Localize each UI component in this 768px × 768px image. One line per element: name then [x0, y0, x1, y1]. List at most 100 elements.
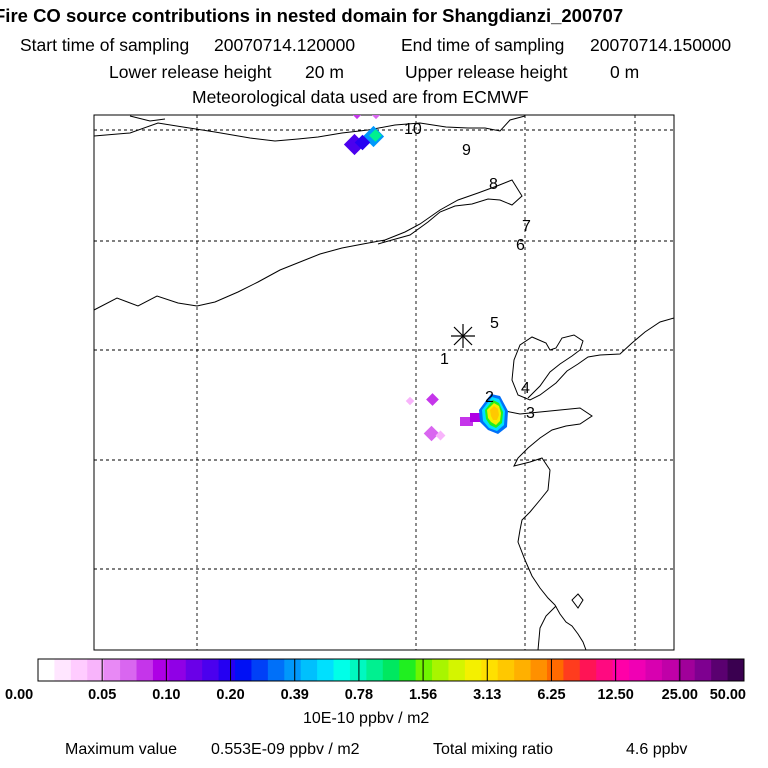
colorbar-cell	[629, 659, 646, 681]
colorbar-dividers	[101, 659, 681, 681]
field-cell	[490, 406, 499, 420]
station-marker	[451, 324, 475, 348]
lower-release-value: 20 m	[305, 62, 344, 82]
colorbar-tick-label: 50.00	[710, 687, 746, 703]
colorbar-cell	[87, 659, 105, 681]
colorbar-cell	[678, 659, 696, 681]
northern-boundary-fragment	[129, 115, 166, 122]
colorbar-cell	[267, 659, 285, 681]
colorbar-cell	[448, 659, 466, 681]
northern-boundary	[94, 115, 526, 142]
colorbar-cell	[530, 659, 548, 681]
colorbar-tick-label: 0.05	[88, 687, 116, 703]
plot-title: Fire CO source contributions in nested d…	[0, 5, 624, 26]
colorbar-ticks: 0.00 0.05 0.10 0.20 0.39 0.78 1.56 3.13 6.25 12.5…	[5, 687, 746, 703]
trajectory-label: 6	[516, 237, 525, 254]
colorbar-cell	[54, 659, 72, 681]
colorbar-cell	[38, 659, 55, 681]
colorbar-cell	[251, 659, 269, 681]
field-cell	[368, 115, 384, 120]
field-cell	[349, 115, 365, 120]
colorbar-tick-label: 0.10	[152, 687, 180, 703]
start-time-label: Start time of sampling	[20, 35, 190, 55]
colorbar-cell	[432, 659, 449, 681]
colorbar-cell	[563, 659, 581, 681]
trajectory-label: 9	[462, 142, 471, 159]
colorbar-cell	[300, 659, 318, 681]
field-cell	[369, 129, 382, 142]
colorbar-cell	[514, 659, 531, 681]
colorbar-cell	[185, 659, 203, 681]
colorbar-cell	[382, 659, 400, 681]
trajectory-label: 7	[522, 218, 531, 235]
colorbar-tick-label: 0.78	[345, 687, 373, 703]
max-value: 0.553E-09 ppbv / m2	[211, 741, 360, 758]
colorbar-tick-label: 0.20	[216, 687, 244, 703]
bohai-coastline	[511, 317, 674, 401]
end-time-label: End time of sampling	[401, 35, 565, 55]
lower-release-label: Lower release height	[109, 62, 272, 82]
field-cell	[405, 396, 415, 406]
colorbar-cell	[464, 659, 482, 681]
map-frame	[93, 114, 675, 651]
colorbar-cell	[481, 659, 499, 681]
field-cell	[426, 393, 439, 406]
colorbar-cell	[333, 659, 351, 681]
trajectory-label: 3	[526, 405, 535, 422]
colorbar-cell	[169, 659, 187, 681]
trajectory-label: 10	[404, 121, 422, 138]
colorbar-cell	[202, 659, 220, 681]
colorbar-cell	[235, 659, 252, 681]
colorbar-cell	[497, 659, 515, 681]
colorbar-tick-label: 25.00	[662, 687, 698, 703]
colorbar-cell	[546, 659, 564, 681]
colorbar: 0.00 0.05 0.10 0.20 0.39 0.78 1.56 3.13 6.25 12.5…	[5, 658, 746, 703]
trajectory-labels: 1 2 3 4 5 6 7 8 9 10	[404, 121, 535, 422]
max-value-label: Maximum value	[65, 741, 178, 758]
colorbar-cell	[645, 659, 663, 681]
colorbar-cell	[152, 659, 170, 681]
end-time-value: 20070714.150000	[590, 35, 732, 55]
colorbar-cell	[366, 659, 384, 681]
coastline-island-fragment	[571, 593, 584, 609]
colorbar-cell	[596, 659, 614, 681]
colorbar-tick-label: 12.50	[597, 687, 633, 703]
colorbar-tick-label: 3.13	[473, 687, 501, 703]
colorbar-cell	[317, 659, 334, 681]
field-cell	[435, 430, 446, 441]
bohai-south-coast	[504, 407, 593, 650]
colorbar-cell	[579, 659, 597, 681]
colorbar-cell	[136, 659, 154, 681]
colorbar-cell	[694, 659, 712, 681]
colorbar-cell	[103, 659, 121, 681]
colorbar-tick-label: 0.39	[281, 687, 309, 703]
start-time-value: 20070714.120000	[214, 35, 356, 55]
upper-release-label: Upper release height	[405, 62, 568, 82]
trajectory-label: 4	[521, 380, 530, 397]
field-cell	[470, 413, 480, 422]
colorbar-cell	[661, 659, 679, 681]
colorbar-cell	[70, 659, 88, 681]
trajectory-label: 1	[440, 351, 449, 368]
colorbar-cell	[284, 659, 302, 681]
trajectory-label: 8	[489, 176, 498, 193]
colorbar-cell	[612, 659, 630, 681]
colorbar-tick-label: 1.56	[409, 687, 437, 703]
trajectory-label: 5	[490, 315, 499, 332]
colorbar-cells	[38, 659, 745, 681]
colorbar-tick-label: 0.00	[5, 687, 33, 703]
coastlines-borders	[94, 115, 674, 650]
trajectory-label: 2	[485, 389, 494, 406]
total-mixing-ratio-value: 4.6 ppbv	[626, 741, 688, 758]
coastline-east-fragment	[537, 605, 557, 650]
field-cell	[354, 134, 371, 151]
colorbar-unit: 10E-10 ppbv / m2	[303, 710, 430, 727]
met-data-note: Meteorological data used are from ECMWF	[192, 87, 529, 107]
colorbar-cell	[399, 659, 417, 681]
total-mixing-ratio-label: Total mixing ratio	[433, 741, 554, 758]
upper-release-value: 0 m	[610, 62, 640, 82]
colorbar-border	[37, 658, 745, 682]
colorbar-cell	[727, 659, 745, 681]
colorbar-tick-label: 6.25	[537, 687, 565, 703]
